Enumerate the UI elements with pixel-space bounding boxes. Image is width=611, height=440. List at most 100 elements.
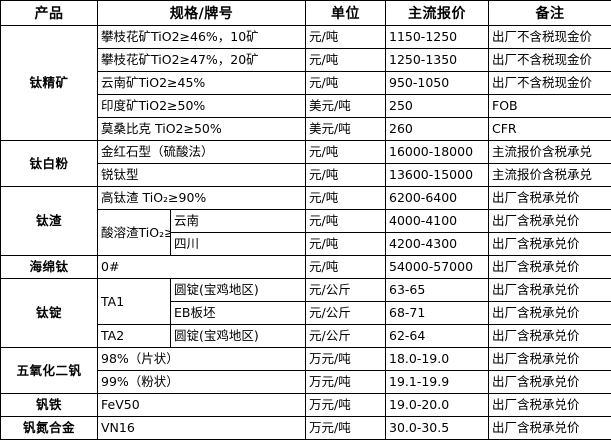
price-cell: 1250-1350 (386, 49, 489, 72)
unit-cell: 元/公斤 (306, 325, 386, 348)
table-row: 海绵钛 0# 元/吨 54000-57000 出厂含税承兑价 (1, 256, 611, 279)
table-row: 钒氮合金 VN16 万元/吨 30.0-30.5 出厂含税承兑价 (1, 417, 611, 440)
remark-cell: 出厂不含税现金价 (489, 72, 611, 95)
price-cell: 68-71 (386, 302, 489, 325)
remark-cell: FOB (489, 95, 611, 118)
price-cell: 54000-57000 (386, 256, 489, 279)
remark-cell: 出厂不含税现金价 (489, 26, 611, 49)
price-cell: 4000-4100 (386, 210, 489, 233)
table-row: 钛渣 高钛渣 TiO₂≥90% 元/吨 6200-6400 出厂含税承兑价 (1, 187, 611, 210)
unit-cell: 元/公斤 (306, 279, 386, 302)
product-name-cell: 钛渣 (1, 187, 98, 256)
product-name-cell: 钒铁 (1, 394, 98, 417)
product-name-cell: 海绵钛 (1, 256, 98, 279)
spec-cell: 酸溶渣TiO₂≥74% (98, 210, 171, 256)
spec-cell: FeV50 (98, 394, 306, 417)
unit-cell: 万元/吨 (306, 371, 386, 394)
spec-region-cell: 四川 (171, 233, 306, 256)
spec-cell: 98%（片状） (98, 348, 306, 371)
remark-cell: 出厂含税承兑价 (489, 233, 611, 256)
price-cell: 19.1-19.9 (386, 371, 489, 394)
spec-cell: 99%（粉状） (98, 371, 306, 394)
remark-cell: 出厂不含税现金价 (489, 49, 611, 72)
column-header-spec: 规格/牌号 (98, 1, 306, 26)
remark-cell: 出厂含税承兑价 (489, 394, 611, 417)
spec-form-cell: EB板坯 (171, 302, 306, 325)
spec-cell: 金红石型（硫酸法） (98, 141, 306, 164)
product-name-cell: 钛精矿 (1, 26, 98, 141)
unit-cell: 元/吨 (306, 233, 386, 256)
price-cell: 18.0-19.0 (386, 348, 489, 371)
price-cell: 4200-4300 (386, 233, 489, 256)
product-name-cell: 钛锭 (1, 279, 98, 348)
remark-cell: 出厂含税承兑价 (489, 371, 611, 394)
unit-cell: 元/公斤 (306, 302, 386, 325)
spec-cell: 攀枝花矿TiO2≥47%，20矿 (98, 49, 306, 72)
price-cell: 250 (386, 95, 489, 118)
remark-cell: 出厂含税承兑价 (489, 325, 611, 348)
spec-grade-cell: TA1 (98, 279, 171, 325)
spec-form-cell: 圆锭(宝鸡地区) (171, 279, 306, 302)
spec-form-cell: 圆锭(宝鸡地区) (171, 325, 306, 348)
remark-cell: 出厂含税承兑价 (489, 348, 611, 371)
price-cell: 1150-1250 (386, 26, 489, 49)
product-name-cell: 五氧化二钒 (1, 348, 98, 394)
column-header-product: 产品 (1, 1, 98, 26)
unit-cell: 元/吨 (306, 26, 386, 49)
unit-cell: 元/吨 (306, 164, 386, 187)
spec-cell: 锐钛型 (98, 164, 306, 187)
header-row: 产品 规格/牌号 单位 主流报价 备注 (1, 1, 611, 26)
price-cell: 30.0-30.5 (386, 417, 489, 440)
column-header-unit: 单位 (306, 1, 386, 26)
spec-cell: 高钛渣 TiO₂≥90% (98, 187, 306, 210)
table-row: 钛精矿 攀枝花矿TiO2≥46%，10矿 元/吨 1150-1250 出厂不含税… (1, 26, 611, 49)
spec-grade-cell: TA2 (98, 325, 171, 348)
price-cell: 260 (386, 118, 489, 141)
price-cell: 19.0-20.0 (386, 394, 489, 417)
unit-cell: 元/吨 (306, 256, 386, 279)
unit-cell: 美元/吨 (306, 118, 386, 141)
price-table-sheet: 产品 规格/牌号 单位 主流报价 备注 钛精矿 攀枝花矿TiO2≥46%，10矿… (0, 0, 611, 407)
column-header-price: 主流报价 (386, 1, 489, 26)
unit-cell: 美元/吨 (306, 95, 386, 118)
remark-cell: 出厂含税承兑价 (489, 256, 611, 279)
price-cell: 13600-15000 (386, 164, 489, 187)
spec-region-cell: 云南 (171, 210, 306, 233)
price-cell: 6200-6400 (386, 187, 489, 210)
product-name-cell: 钒氮合金 (1, 417, 98, 440)
unit-cell: 元/吨 (306, 72, 386, 95)
spec-cell: 0# (98, 256, 306, 279)
price-cell: 62-64 (386, 325, 489, 348)
unit-cell: 元/吨 (306, 187, 386, 210)
unit-cell: 万元/吨 (306, 417, 386, 440)
spec-cell: 印度矿TiO2≥50% (98, 95, 306, 118)
remark-cell: CFR (489, 118, 611, 141)
remark-cell: 出厂含税承兑价 (489, 302, 611, 325)
remark-cell: 出厂含税承兑价 (489, 417, 611, 440)
unit-cell: 万元/吨 (306, 348, 386, 371)
spec-cell: 云南矿TiO2≥45% (98, 72, 306, 95)
price-cell: 16000-18000 (386, 141, 489, 164)
unit-cell: 万元/吨 (306, 394, 386, 417)
table-header: 产品 规格/牌号 单位 主流报价 备注 (1, 1, 611, 26)
table-row: 钒铁 FeV50 万元/吨 19.0-20.0 出厂含税承兑价 (1, 394, 611, 417)
remark-cell: 出厂含税承兑价 (489, 210, 611, 233)
spec-cell: 攀枝花矿TiO2≥46%，10矿 (98, 26, 306, 49)
column-header-remark: 备注 (489, 1, 611, 26)
price-cell: 63-65 (386, 279, 489, 302)
unit-cell: 元/吨 (306, 210, 386, 233)
unit-cell: 元/吨 (306, 141, 386, 164)
unit-cell: 元/吨 (306, 49, 386, 72)
remark-cell: 主流报价含税承兑 (489, 141, 611, 164)
table-row: 五氧化二钒 98%（片状） 万元/吨 18.0-19.0 出厂含税承兑价 (1, 348, 611, 371)
table-row: 钛白粉 金红石型（硫酸法） 元/吨 16000-18000 主流报价含税承兑 (1, 141, 611, 164)
price-cell: 950-1050 (386, 72, 489, 95)
spec-cell: VN16 (98, 417, 306, 440)
remark-cell: 主流报价含税承兑 (489, 164, 611, 187)
remark-cell: 出厂含税承兑价 (489, 279, 611, 302)
spec-cell: 莫桑比克 TiO2≥50% (98, 118, 306, 141)
remark-cell: 出厂含税承兑价 (489, 187, 611, 210)
table-body: 钛精矿 攀枝花矿TiO2≥46%，10矿 元/吨 1150-1250 出厂不含税… (1, 26, 611, 440)
table-row: 钛锭 TA1 圆锭(宝鸡地区) 元/公斤 63-65 出厂含税承兑价 (1, 279, 611, 302)
